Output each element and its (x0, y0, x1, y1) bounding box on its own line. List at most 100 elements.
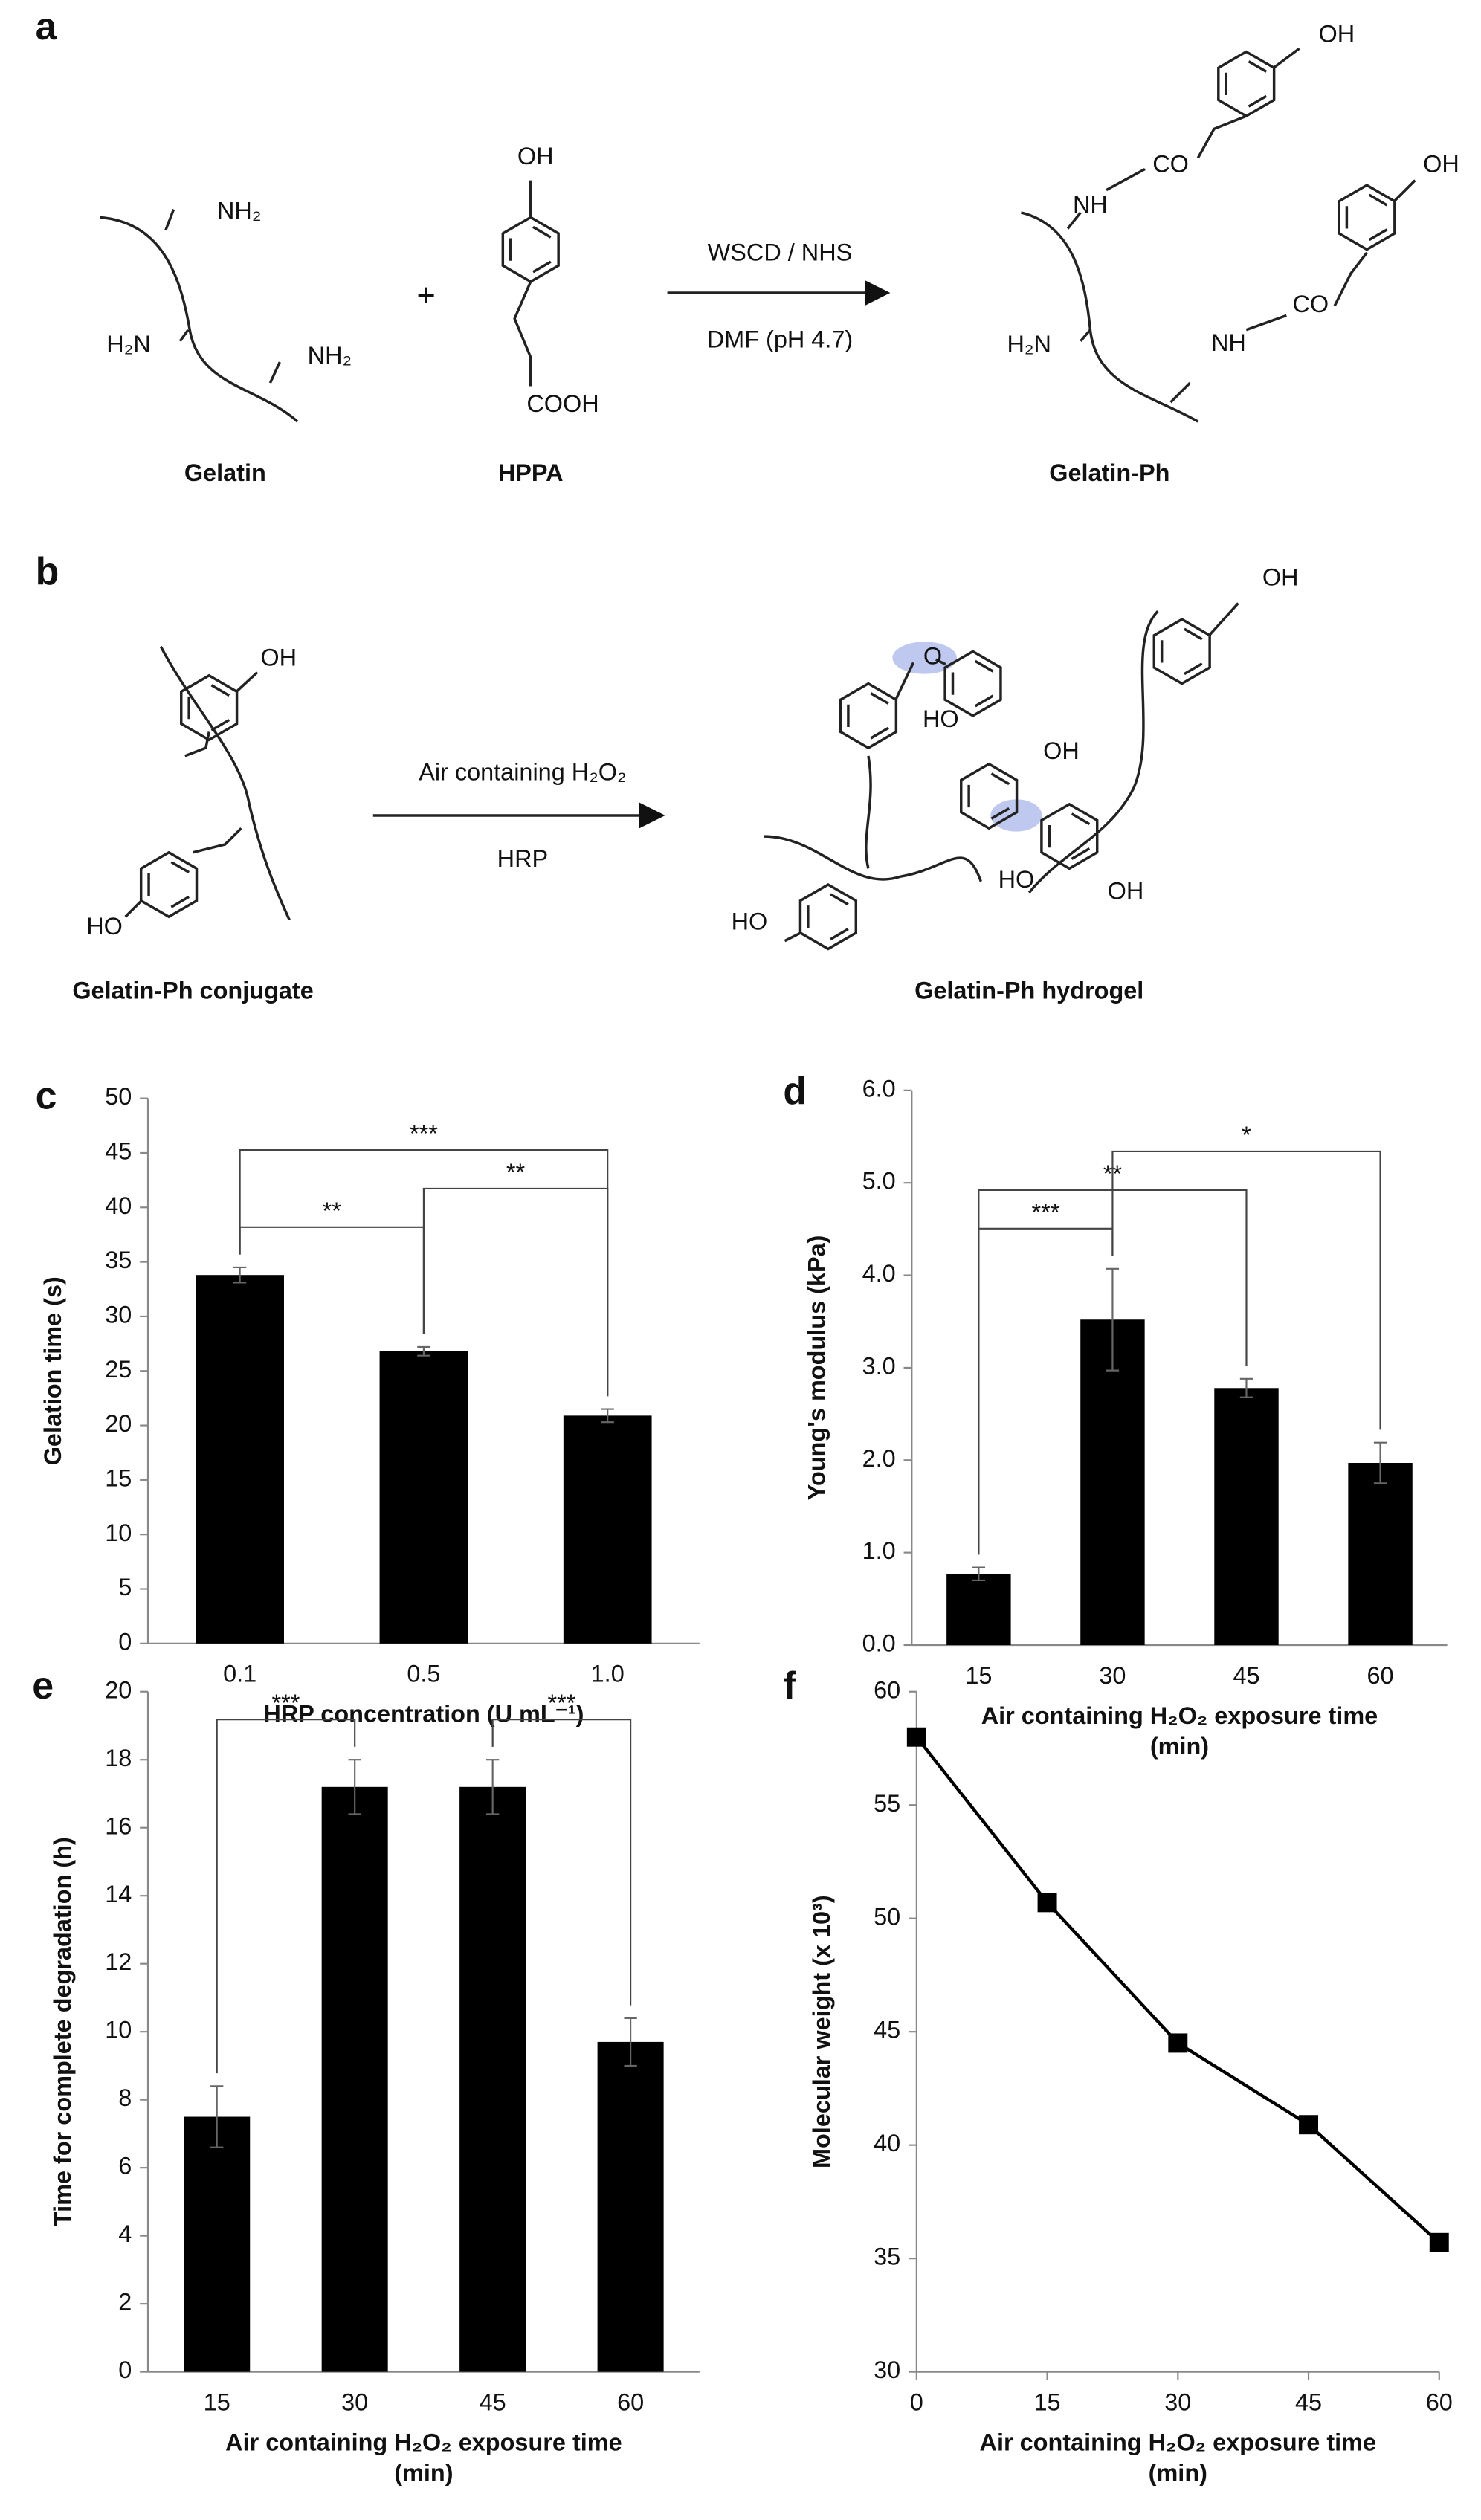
x-tick-label: 45 (1233, 1662, 1259, 1689)
y-tick-label: 20 (105, 1676, 132, 1703)
chart: f 30 35 40 45 50 55 60 Molecular weight (x 10³) A… (783, 1664, 1452, 2487)
panel-label: a (36, 4, 58, 48)
group: NH₂ (308, 342, 352, 369)
y-tick-label: 50 (105, 1083, 132, 1110)
scheme-b: b OH HO Gelatin-Ph conjugate Air contain… (36, 549, 1299, 1004)
x-tick-label: 30 (1164, 2388, 1191, 2415)
condition: Air containing H₂O₂ (419, 758, 626, 785)
group: OH (517, 143, 554, 169)
significance-label: ** (323, 1198, 342, 1224)
compound-name: Gelatin (184, 459, 266, 486)
chart: c 0 5 10 15 20 25 30 35 40 45 50 Gelation time (s) HR… (36, 1073, 700, 1728)
bar (1348, 1463, 1413, 1646)
error-bar (233, 1266, 247, 1284)
y-tick-label: 10 (105, 2017, 132, 2044)
group: H₂N (106, 331, 150, 358)
reagent: DMF (pH 4.7) (707, 326, 853, 352)
y-tick-label: 1.0 (862, 1537, 896, 1564)
error-bar (601, 1408, 614, 1424)
bar (379, 1351, 468, 1644)
y-tick-label: 40 (874, 2130, 900, 2156)
y-tick-label: 2 (118, 2289, 132, 2316)
y-tick-label: 2.0 (862, 1445, 896, 1472)
error-bar (348, 1759, 361, 1815)
compound-name: HPPA (498, 459, 564, 486)
x-tick-label: 45 (480, 2388, 506, 2415)
x-axis-label: Air containing H₂O₂ exposure time (225, 2429, 622, 2456)
bar (946, 1574, 1011, 1646)
y-tick-label: 12 (105, 1948, 132, 1975)
bar (184, 2116, 251, 2372)
plus: + (417, 278, 436, 314)
x-axis-label: (min) (394, 2460, 453, 2487)
x-tick-label: 30 (1099, 1662, 1126, 1689)
y-tick-label: 8 (118, 2084, 132, 2111)
error-bar (417, 1345, 430, 1357)
error-bar (485, 1759, 500, 1815)
marker (1037, 1893, 1057, 1913)
significance-bracket (216, 1719, 356, 2074)
bar (459, 1786, 526, 2372)
compound-name: Gelatin-Ph (1049, 459, 1169, 486)
error-bar (1373, 1441, 1387, 1484)
y-tick-label: 0.0 (862, 1630, 896, 1657)
significance-bracket (239, 1148, 609, 1397)
panel-label: e (32, 1664, 54, 1707)
y-tick-label: 25 (105, 1356, 132, 1383)
y-tick-label: 3.0 (862, 1352, 896, 1379)
condition: HRP (497, 845, 549, 872)
x-axis-label: Air containing H₂O₂ exposure time (980, 2429, 1376, 2456)
group: HO (998, 866, 1035, 893)
x-axis-label: (min) (1150, 1733, 1209, 1760)
bar (563, 1415, 652, 1644)
group: OH (1262, 564, 1299, 591)
x-tick-label: 60 (1426, 2388, 1453, 2415)
marker (1429, 2232, 1449, 2252)
y-tick-label: 35 (874, 2243, 900, 2270)
y-axis-label: Young's modulus (kPa) (803, 1235, 830, 1501)
bar (597, 2041, 664, 2372)
x-tick-label: 0.1 (223, 1661, 256, 1687)
significance-label: *** (410, 1120, 438, 1147)
y-tick-label: 0 (118, 1628, 132, 1655)
significance-label: *** (1031, 1199, 1059, 1226)
error-bar (1239, 1377, 1253, 1398)
y-tick-label: 16 (105, 1812, 132, 1839)
y-tick-label: 0 (118, 2356, 132, 2383)
error-bar (1106, 1267, 1120, 1372)
x-tick-label: 60 (1367, 1662, 1394, 1689)
x-tick-label: 45 (1295, 2388, 1322, 2415)
bar (1214, 1388, 1279, 1646)
significance-bracket (1111, 1150, 1381, 1430)
y-tick-label: 40 (105, 1192, 132, 1219)
y-axis-label: Molecular weight (x 10³) (808, 1895, 835, 2168)
panel-label: b (36, 549, 59, 592)
error-bar (624, 2017, 637, 2067)
chart: d 0.0 1.0 2.0 3.0 4.0 5.0 6.0 Young's modulus (k… (783, 1069, 1448, 1760)
group: CO (1152, 151, 1189, 178)
group: H₂N (1007, 331, 1051, 358)
x-tick-label: 15 (1034, 2388, 1061, 2415)
group: OH (1423, 151, 1459, 178)
x-tick-label: 1.0 (591, 1661, 625, 1687)
y-tick-label: 6.0 (862, 1075, 896, 1102)
bar (1080, 1319, 1145, 1646)
x-tick-label: 60 (617, 2388, 644, 2415)
x-axis-label: (min) (1149, 2460, 1207, 2487)
x-tick-label: 15 (204, 2388, 230, 2415)
significance-label: ** (506, 1159, 526, 1186)
x-axis-label: HRP concentration (U mL⁻¹) (263, 1701, 584, 1728)
y-tick-label: 5.0 (862, 1168, 896, 1195)
y-tick-label: 20 (105, 1410, 132, 1437)
y-tick-label: 35 (105, 1247, 132, 1273)
chart: e 0 2 4 6 8 10 12 14 16 18 20 Time for complete degr… (32, 1664, 700, 2487)
x-tick-label: 30 (341, 2388, 368, 2415)
y-tick-label: 10 (105, 1519, 132, 1546)
line (915, 1736, 1441, 2244)
group: NH (1073, 191, 1108, 218)
y-tick-label: 15 (105, 1464, 132, 1491)
group: HO (732, 908, 768, 934)
y-tick-label: 4.0 (862, 1260, 896, 1287)
group: NH (1211, 329, 1246, 356)
